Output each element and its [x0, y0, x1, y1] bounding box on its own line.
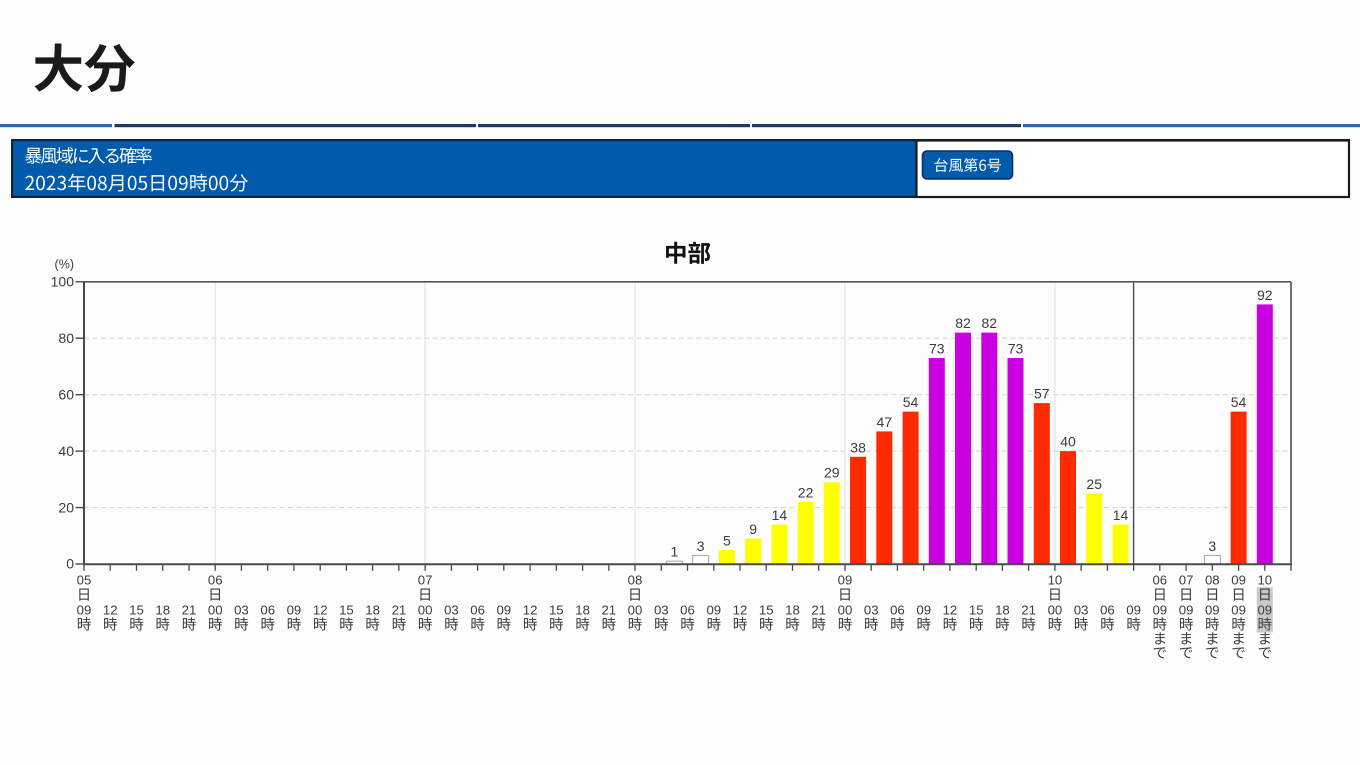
svg-text:100: 100 [51, 274, 75, 290]
svg-text:08: 08 [628, 573, 643, 588]
svg-text:21: 21 [1021, 603, 1036, 618]
svg-text:03: 03 [1074, 603, 1089, 618]
svg-text:03: 03 [864, 603, 879, 618]
svg-text:18: 18 [365, 603, 380, 618]
svg-text:06: 06 [1100, 603, 1115, 618]
svg-text:00: 00 [208, 603, 223, 618]
svg-text:21: 21 [811, 603, 826, 618]
svg-text:09: 09 [838, 573, 853, 588]
svg-text:06: 06 [208, 573, 223, 588]
svg-text:06: 06 [890, 603, 905, 618]
svg-text:60: 60 [58, 386, 74, 402]
svg-text:00: 00 [628, 603, 643, 618]
svg-text:06: 06 [680, 603, 695, 618]
svg-text:09: 09 [1179, 603, 1194, 618]
svg-text:09: 09 [706, 603, 721, 618]
svg-text:38: 38 [850, 439, 866, 455]
svg-text:15: 15 [549, 603, 564, 618]
svg-text:92: 92 [1257, 287, 1273, 303]
svg-text:00: 00 [418, 603, 433, 618]
svg-text:40: 40 [58, 443, 74, 459]
svg-text:47: 47 [877, 414, 893, 430]
svg-text:15: 15 [759, 603, 774, 618]
svg-text:09: 09 [77, 603, 92, 618]
svg-text:09: 09 [916, 603, 931, 618]
svg-text:25: 25 [1086, 476, 1102, 492]
svg-text:00: 00 [838, 603, 853, 618]
svg-text:14: 14 [1113, 507, 1129, 523]
svg-text:21: 21 [392, 603, 407, 618]
svg-text:18: 18 [575, 603, 590, 618]
svg-text:9: 9 [749, 521, 757, 537]
svg-text:82: 82 [982, 315, 998, 331]
svg-text:21: 21 [182, 603, 197, 618]
svg-text:09: 09 [1126, 603, 1141, 618]
svg-text:09: 09 [1231, 573, 1246, 588]
svg-text:18: 18 [155, 603, 170, 618]
svg-text:54: 54 [903, 394, 919, 410]
svg-text:03: 03 [654, 603, 669, 618]
svg-text:12: 12 [103, 603, 118, 618]
svg-text:3: 3 [697, 538, 705, 554]
svg-text:09: 09 [1205, 603, 1220, 618]
svg-text:08: 08 [1205, 573, 1220, 588]
svg-text:0: 0 [66, 556, 74, 572]
svg-text:09: 09 [287, 603, 302, 618]
svg-text:06: 06 [1152, 573, 1167, 588]
svg-text:12: 12 [523, 603, 538, 618]
svg-text:05: 05 [77, 573, 92, 588]
svg-text:03: 03 [444, 603, 459, 618]
svg-text:73: 73 [929, 341, 945, 357]
svg-text:5: 5 [723, 532, 731, 548]
svg-text:09: 09 [1257, 603, 1272, 618]
svg-text:10: 10 [1257, 573, 1272, 588]
svg-text:14: 14 [772, 507, 788, 523]
svg-text:18: 18 [995, 603, 1010, 618]
svg-text:80: 80 [58, 330, 74, 346]
svg-text:10: 10 [1048, 573, 1063, 588]
svg-text:03: 03 [234, 603, 249, 618]
svg-text:09: 09 [496, 603, 511, 618]
svg-text:12: 12 [733, 603, 748, 618]
svg-text:06: 06 [470, 603, 485, 618]
svg-text:82: 82 [955, 315, 971, 331]
svg-text:73: 73 [1008, 341, 1024, 357]
svg-text:00: 00 [1048, 603, 1063, 618]
svg-text:09: 09 [1231, 603, 1246, 618]
svg-text:1: 1 [671, 544, 679, 560]
svg-text:(%): (%) [55, 258, 74, 272]
svg-text:15: 15 [969, 603, 984, 618]
svg-text:3: 3 [1208, 538, 1216, 554]
svg-text:12: 12 [313, 603, 328, 618]
svg-text:15: 15 [339, 603, 354, 618]
svg-text:29: 29 [824, 465, 840, 481]
svg-text:15: 15 [129, 603, 144, 618]
svg-text:07: 07 [418, 573, 433, 588]
svg-text:54: 54 [1231, 394, 1247, 410]
svg-text:06: 06 [260, 603, 275, 618]
svg-text:12: 12 [943, 603, 958, 618]
svg-text:18: 18 [785, 603, 800, 618]
svg-text:22: 22 [798, 484, 814, 500]
svg-text:07: 07 [1179, 573, 1194, 588]
svg-text:21: 21 [601, 603, 616, 618]
svg-text:57: 57 [1034, 386, 1050, 402]
svg-text:20: 20 [58, 499, 74, 515]
svg-text:40: 40 [1060, 434, 1076, 450]
svg-text:09: 09 [1152, 603, 1167, 618]
